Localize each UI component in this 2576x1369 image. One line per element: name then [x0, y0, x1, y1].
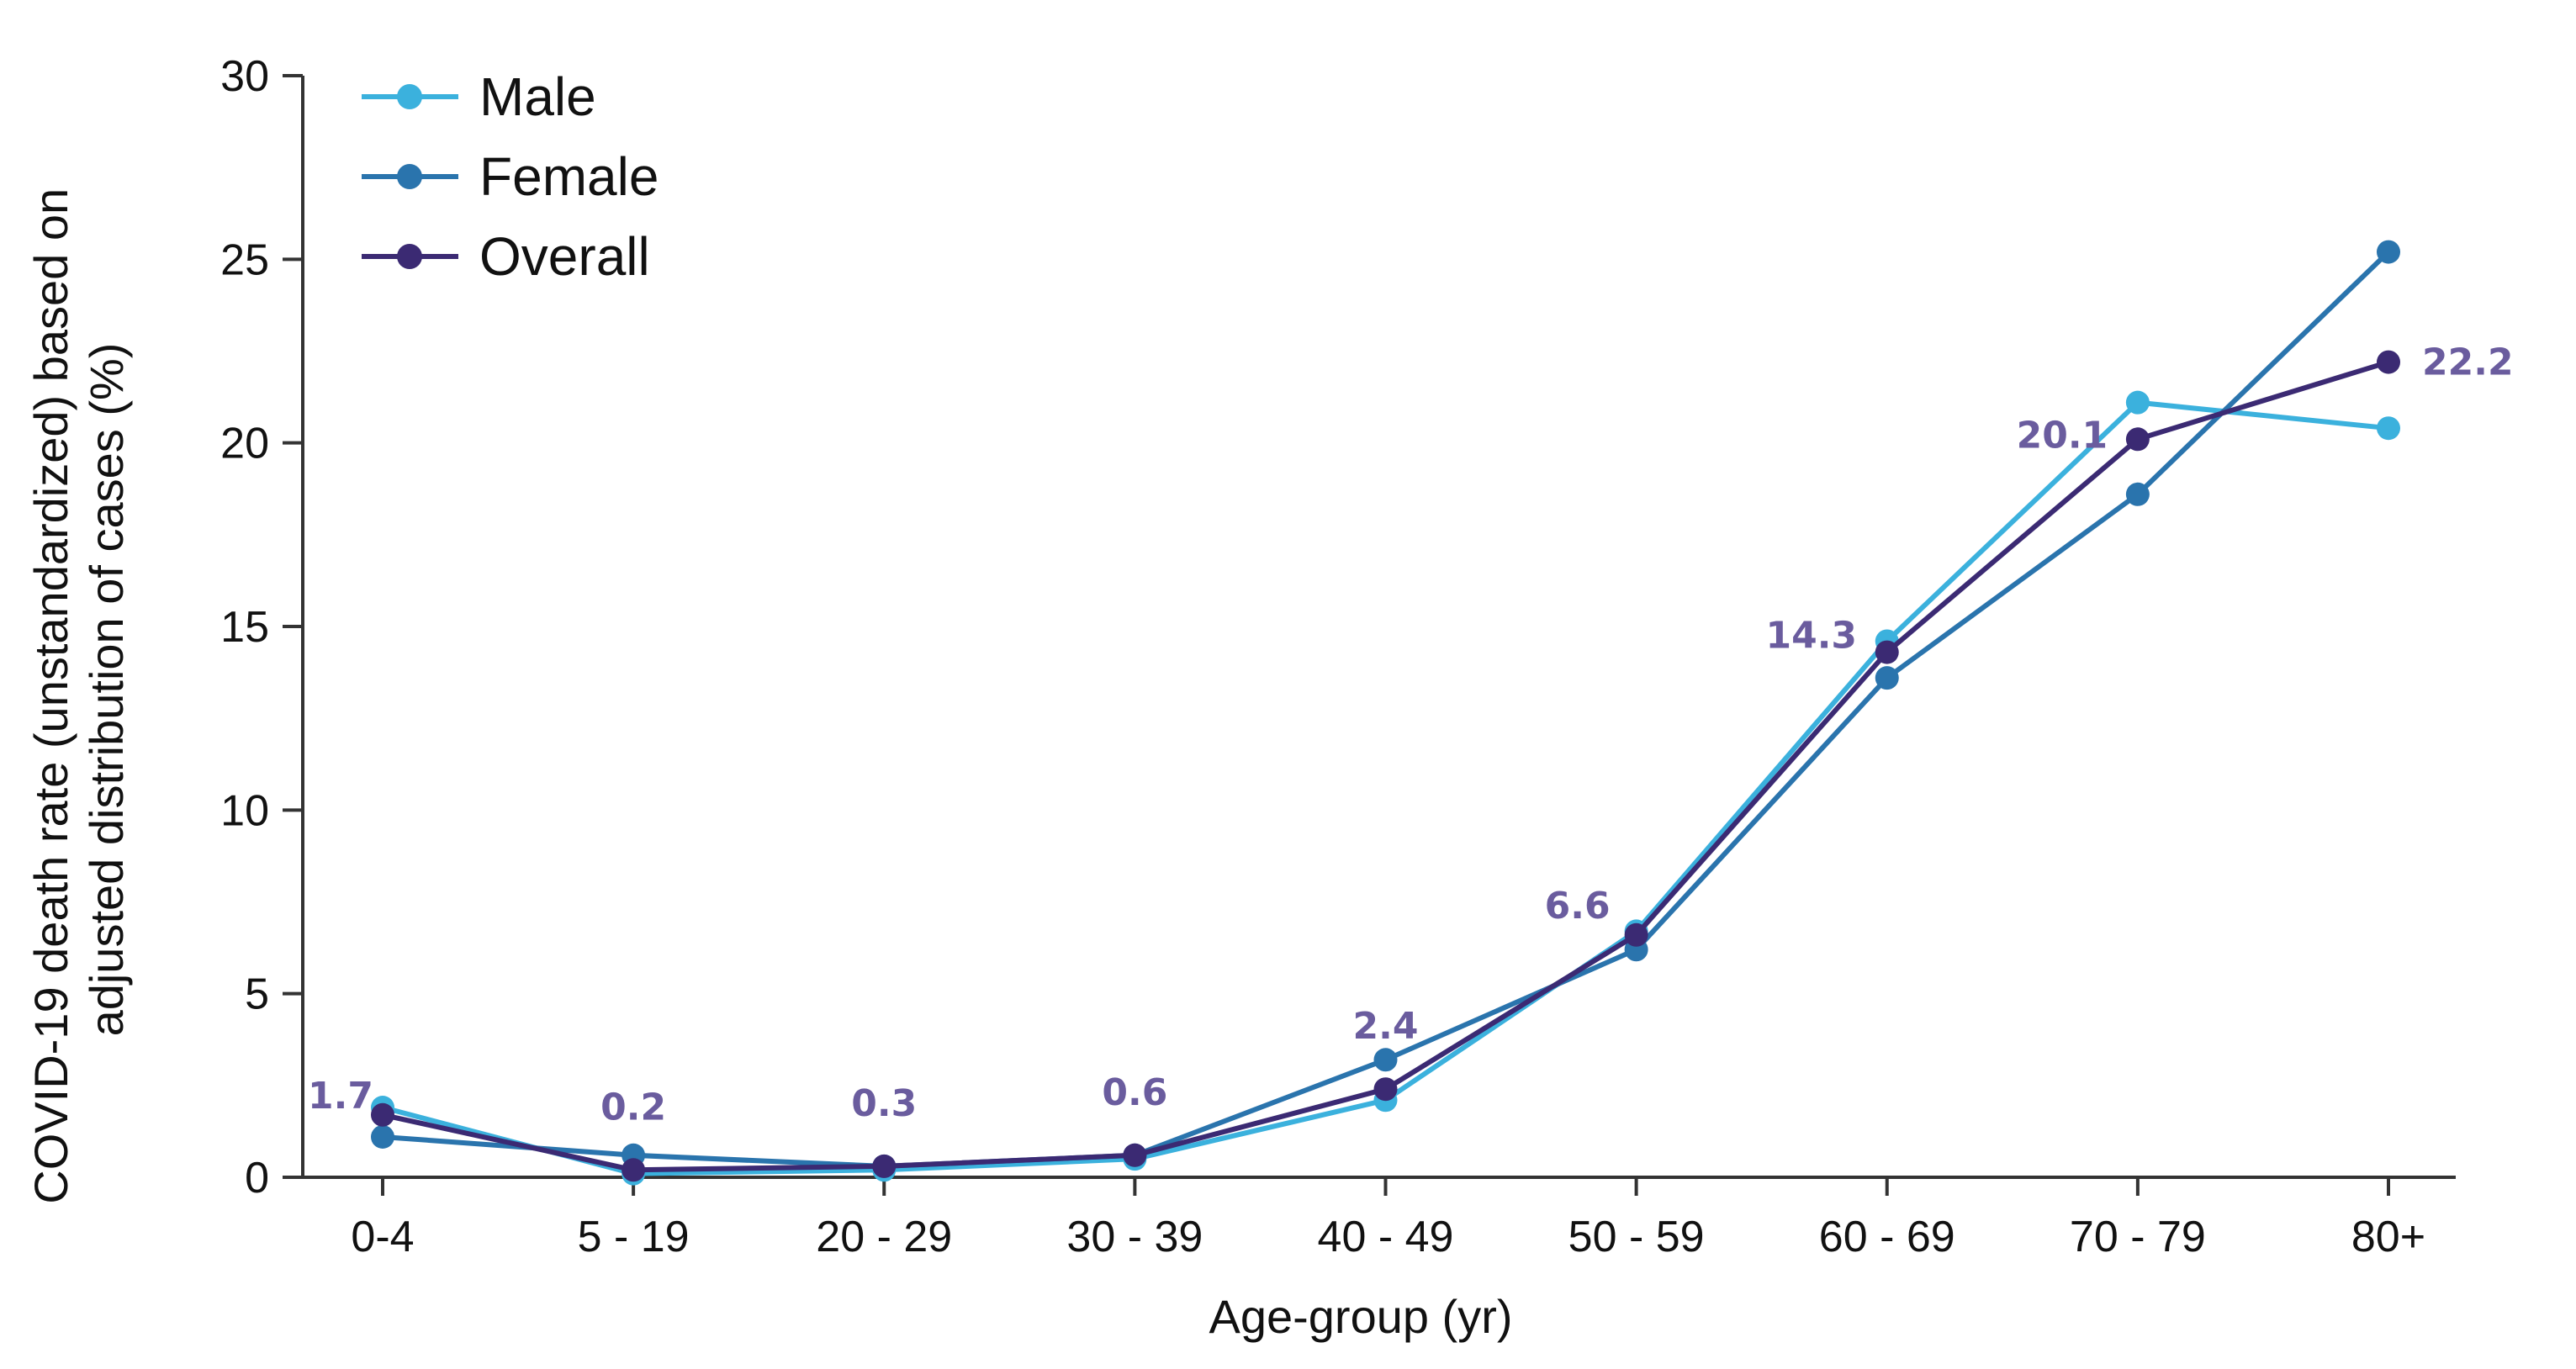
y-tick-label: 0 [245, 1154, 269, 1202]
x-tick-label: 40 - 49 [1318, 1213, 1454, 1261]
x-tick-label: 50 - 59 [1568, 1213, 1705, 1261]
point-overall [2377, 350, 2400, 374]
x-axis-title: Age-group (yr) [1209, 1290, 1512, 1343]
y-tick-label: 30 [220, 52, 269, 101]
data-label: 0.6 [1102, 1071, 1167, 1114]
legend-item-overall: Overall [362, 226, 650, 287]
data-label: 2.4 [1353, 1005, 1419, 1048]
data-labels: 1.7 0.2 0.3 0.6 2.4 6.6 14.3 20.1 22.2 [308, 341, 2514, 1129]
point-male [2125, 390, 2150, 415]
legend-item-female: Female [362, 146, 659, 207]
point-female [2125, 482, 2150, 506]
legend-swatch-marker [397, 164, 422, 189]
y-tick-label: 5 [245, 970, 269, 1019]
data-label: 22.2 [2422, 341, 2514, 384]
x-axis-ticks: 0-4 5 - 19 20 - 29 30 - 39 40 - 49 50 - 59 60 … [351, 1177, 2425, 1261]
x-tick-label: 70 - 79 [2070, 1213, 2206, 1261]
y-tick-label: 10 [220, 786, 269, 835]
legend-item-male: Male [362, 66, 596, 127]
series-layer [371, 240, 2400, 1186]
legend-swatch-marker [397, 84, 422, 109]
series-overall [371, 350, 2400, 1182]
y-tick-label: 20 [220, 420, 269, 468]
data-label: 1.7 [308, 1075, 373, 1118]
data-label: 6.6 [1545, 885, 1611, 928]
y-axis-title-line-2: adjusted distribution of cases (%) [80, 343, 133, 1037]
point-female [1875, 666, 1899, 690]
point-female [371, 1124, 394, 1149]
data-label: 20.1 [2017, 414, 2108, 457]
point-overall [1373, 1077, 1398, 1102]
point-overall [2125, 427, 2150, 452]
x-tick-label: 80+ [2351, 1213, 2425, 1261]
data-label: 0.3 [851, 1082, 917, 1125]
point-female [2377, 240, 2400, 264]
data-label: 0.2 [600, 1086, 666, 1128]
point-overall [371, 1102, 394, 1127]
x-tick-label: 60 - 69 [1819, 1213, 1955, 1261]
y-axis-ticks: 0 5 10 15 20 25 30 [220, 52, 303, 1202]
point-overall [622, 1158, 646, 1182]
legend: Male Female Overall [362, 66, 659, 287]
data-label: 14.3 [1765, 615, 1857, 658]
legend-label: Overall [479, 226, 650, 287]
y-axis-title-line-1: COVID-19 death rate (unstandardized) bas… [24, 188, 77, 1204]
y-axis-title: COVID-19 death rate (unstandardized) bas… [24, 175, 133, 1203]
x-tick-label: 20 - 29 [816, 1213, 952, 1261]
legend-label: Male [479, 66, 596, 127]
point-overall [872, 1154, 897, 1178]
legend-swatch-marker [397, 244, 422, 269]
y-tick-label: 15 [220, 603, 269, 652]
x-tick-label: 30 - 39 [1066, 1213, 1203, 1261]
point-overall [1875, 640, 1899, 664]
point-female [1373, 1048, 1398, 1072]
x-tick-label: 5 - 19 [578, 1213, 690, 1261]
point-overall [1624, 922, 1648, 947]
point-male [2377, 416, 2400, 441]
x-tick-label: 0-4 [351, 1213, 414, 1261]
legend-label: Female [479, 146, 659, 207]
y-tick-label: 25 [220, 235, 269, 284]
point-overall [1123, 1143, 1147, 1167]
